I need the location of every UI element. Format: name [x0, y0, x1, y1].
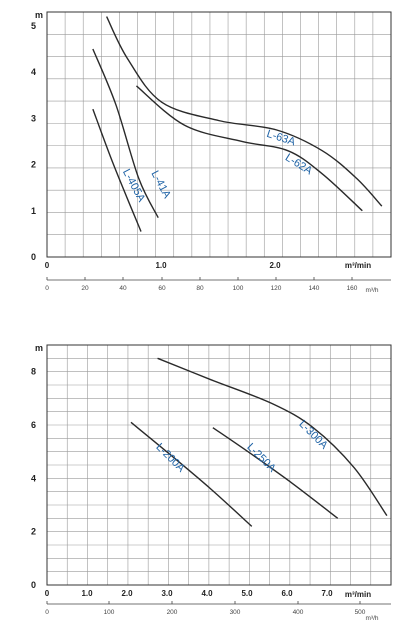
x-unit-label: m³/min: [345, 590, 371, 599]
secondary-x-tick-label: 80: [196, 285, 204, 292]
x-tick-label: 1.0: [81, 589, 93, 598]
x-unit-label: m³/min: [345, 261, 371, 270]
x-tick-label: 3.0: [161, 589, 173, 598]
y-axis-label: m: [35, 10, 43, 20]
secondary-x-tick-label: 200: [167, 609, 178, 616]
y-tick-label: 6: [31, 420, 36, 430]
secondary-x-tick-label: 100: [233, 285, 244, 292]
curve-l-405a: [92, 108, 142, 232]
secondary-x-tick-label: 300: [230, 609, 241, 616]
secondary-x-tick-label: 120: [271, 285, 282, 292]
x-tick-label: 7.0: [321, 589, 333, 598]
y-tick-label: 0: [31, 252, 36, 262]
x-tick-label: 2.0: [269, 261, 281, 270]
curve-label-l-200a: L-200A: [153, 441, 187, 475]
curve-l-300a: [157, 357, 388, 517]
secondary-x-tick-label: 400: [293, 609, 304, 616]
plot-frame: [46, 11, 392, 258]
secondary-x-tick-label: 0: [45, 609, 49, 616]
curve-l-63a: [105, 16, 383, 207]
x-tick-label: 2.0: [121, 589, 133, 598]
secondary-x-tick-label: 100: [104, 609, 115, 616]
curve-l-62a: [135, 85, 363, 212]
y-tick-label: 8: [31, 367, 36, 377]
secondary-x-tick-label: 140: [309, 285, 320, 292]
chart-top: m 0 1 2 3 4 5 0 1.0 2.0 m³/min 0 20 40 60 80 100 120 140 16…: [31, 10, 392, 294]
y-tick-label: 2: [31, 527, 36, 537]
curve-l-200a: [130, 421, 253, 527]
curve-label-l-405a: L-405A: [120, 167, 148, 205]
curve-label-l-300a: L-300A: [296, 418, 330, 452]
chart-bottom: m 0 2 4 6 8 0 1.0 2.0 3.0 4.0 5.0 6.0 7.0 m³/min 0 100 20…: [31, 343, 392, 622]
x-tick-label: 4.0: [201, 589, 213, 598]
y-tick-label: 4: [31, 67, 36, 77]
x-tick-label: 0: [45, 261, 50, 270]
secondary-x-unit-label: m³/h: [366, 287, 379, 294]
secondary-x-tick-label: 40: [119, 285, 127, 292]
curve-l-41a: [92, 48, 159, 219]
y-axis-label: m: [35, 343, 43, 353]
x-tick-label: 5.0: [241, 589, 253, 598]
y-tick-label: 4: [31, 473, 36, 483]
x-tick-label: 6.0: [281, 589, 293, 598]
secondary-x-tick-label: 60: [158, 285, 166, 292]
secondary-x-unit-label: m³/h: [366, 615, 379, 622]
y-tick-label: 3: [31, 113, 36, 123]
curve-l-250a: [212, 427, 339, 519]
y-tick-label: 0: [31, 580, 36, 590]
secondary-x-tick-label: 160: [347, 285, 358, 292]
y-tick-label: 1: [31, 206, 36, 216]
secondary-x-tick-label: 500: [355, 609, 366, 616]
y-tick-label: 2: [31, 160, 36, 170]
y-tick-label: 5: [31, 21, 36, 31]
plot-frame: [46, 344, 392, 586]
curve-label-l-41a: L-41A: [148, 169, 173, 201]
secondary-x-tick-label: 20: [81, 285, 89, 292]
secondary-x-tick-label: 0: [45, 285, 49, 292]
x-tick-label: 0: [45, 589, 50, 598]
x-tick-label: 1.0: [155, 261, 167, 270]
